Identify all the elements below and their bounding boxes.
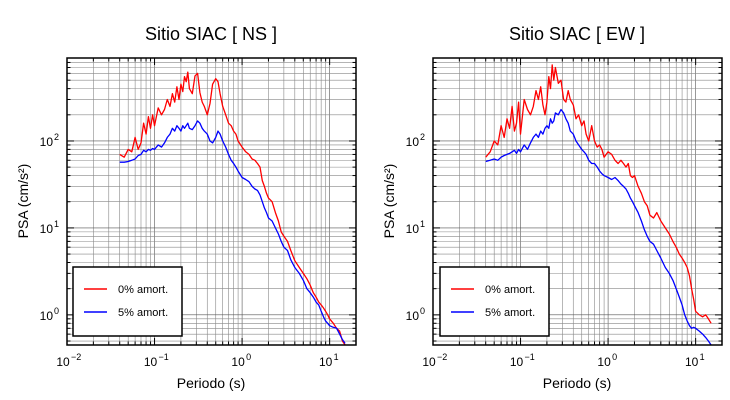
x-tick-label: 10 1 — [685, 352, 705, 369]
x-tick-label: 10 −1 — [510, 352, 535, 369]
legend-box — [439, 266, 550, 337]
legend-label-0: 0% amort. — [485, 284, 535, 296]
y-tick-base: 10 — [406, 222, 420, 236]
chart-title: Sitio SIAC [ EW ] — [509, 24, 645, 44]
x-tick-base: 10 — [56, 355, 70, 369]
series-line-0 — [485, 64, 712, 324]
x-tick-exponent: −1 — [525, 352, 535, 362]
x-tick-base: 10 — [510, 355, 524, 369]
y-tick-exponent: 0 — [54, 306, 59, 316]
x-tick-exponent: −2 — [71, 352, 81, 362]
x-tick-base: 10 — [319, 355, 333, 369]
x-axis-label: Periodo (s) — [177, 375, 245, 391]
y-tick-exponent: 2 — [54, 132, 59, 142]
x-tick-label: 10 −2 — [422, 352, 447, 369]
x-tick-exponent: 1 — [700, 352, 705, 362]
axis-ticks — [432, 57, 723, 345]
axis-ticks — [66, 57, 357, 345]
x-axis-label: Periodo (s) — [543, 375, 611, 391]
y-tick-base: 10 — [40, 135, 54, 149]
series-group — [119, 71, 346, 346]
x-tick-base: 10 — [422, 355, 436, 369]
legend-label-0: 0% amort. — [118, 284, 168, 296]
y-axis-label: PSA (cm/s²) — [15, 164, 31, 239]
legend: 0% amort. 5% amort. — [72, 266, 183, 337]
x-tick-exponent: 1 — [334, 352, 339, 362]
x-tick-exponent: −2 — [437, 352, 447, 362]
y-tick-exponent: 0 — [420, 306, 425, 316]
y-tick-base: 10 — [40, 309, 54, 323]
x-tick-base: 10 — [231, 355, 245, 369]
y-tick-exponent: 1 — [54, 219, 59, 229]
y-tick-exponent: 2 — [420, 132, 425, 142]
x-tick-labels: 10 −2 10 −1 10 0 10 1 — [56, 352, 338, 369]
chart-title: Sitio SIAC [ NS ] — [145, 24, 277, 44]
x-tick-label: 10 1 — [319, 352, 339, 369]
legend: 0% amort. 5% amort. — [439, 266, 550, 337]
legend-label-1: 5% amort. — [485, 307, 535, 319]
x-tick-exponent: 0 — [612, 352, 617, 362]
x-tick-base: 10 — [144, 355, 158, 369]
chart-panel-ew: Sitio SIAC [ EW ] 10 −2 10 −1 10 0 10 1 0101102… — [381, 24, 723, 391]
chart-panel-ns: Sitio SIAC [ NS ] 10 −2 10 −1 10 0 10 1 0101102… — [15, 24, 357, 391]
x-tick-label: 10 −1 — [144, 352, 169, 369]
y-axis-label: PSA (cm/s²) — [381, 164, 397, 239]
y-tick-base: 10 — [406, 135, 420, 149]
y-tick-exponent: 1 — [420, 219, 425, 229]
y-tick-base: 10 — [406, 309, 420, 323]
x-tick-exponent: −1 — [159, 352, 169, 362]
x-tick-labels: 10 −2 10 −1 10 0 10 1 — [422, 352, 704, 369]
legend-box — [72, 266, 183, 337]
x-tick-label: 10 −2 — [56, 352, 81, 369]
x-tick-label: 10 0 — [597, 352, 617, 369]
series-line-0 — [119, 71, 346, 346]
x-tick-base: 10 — [597, 355, 611, 369]
series-line-1 — [485, 108, 712, 346]
series-line-1 — [119, 120, 346, 344]
y-tick-base: 10 — [40, 222, 54, 236]
series-group — [485, 64, 712, 346]
legend-label-1: 5% amort. — [118, 307, 168, 319]
x-tick-label: 10 0 — [231, 352, 251, 369]
x-tick-base: 10 — [685, 355, 699, 369]
x-tick-exponent: 0 — [246, 352, 251, 362]
